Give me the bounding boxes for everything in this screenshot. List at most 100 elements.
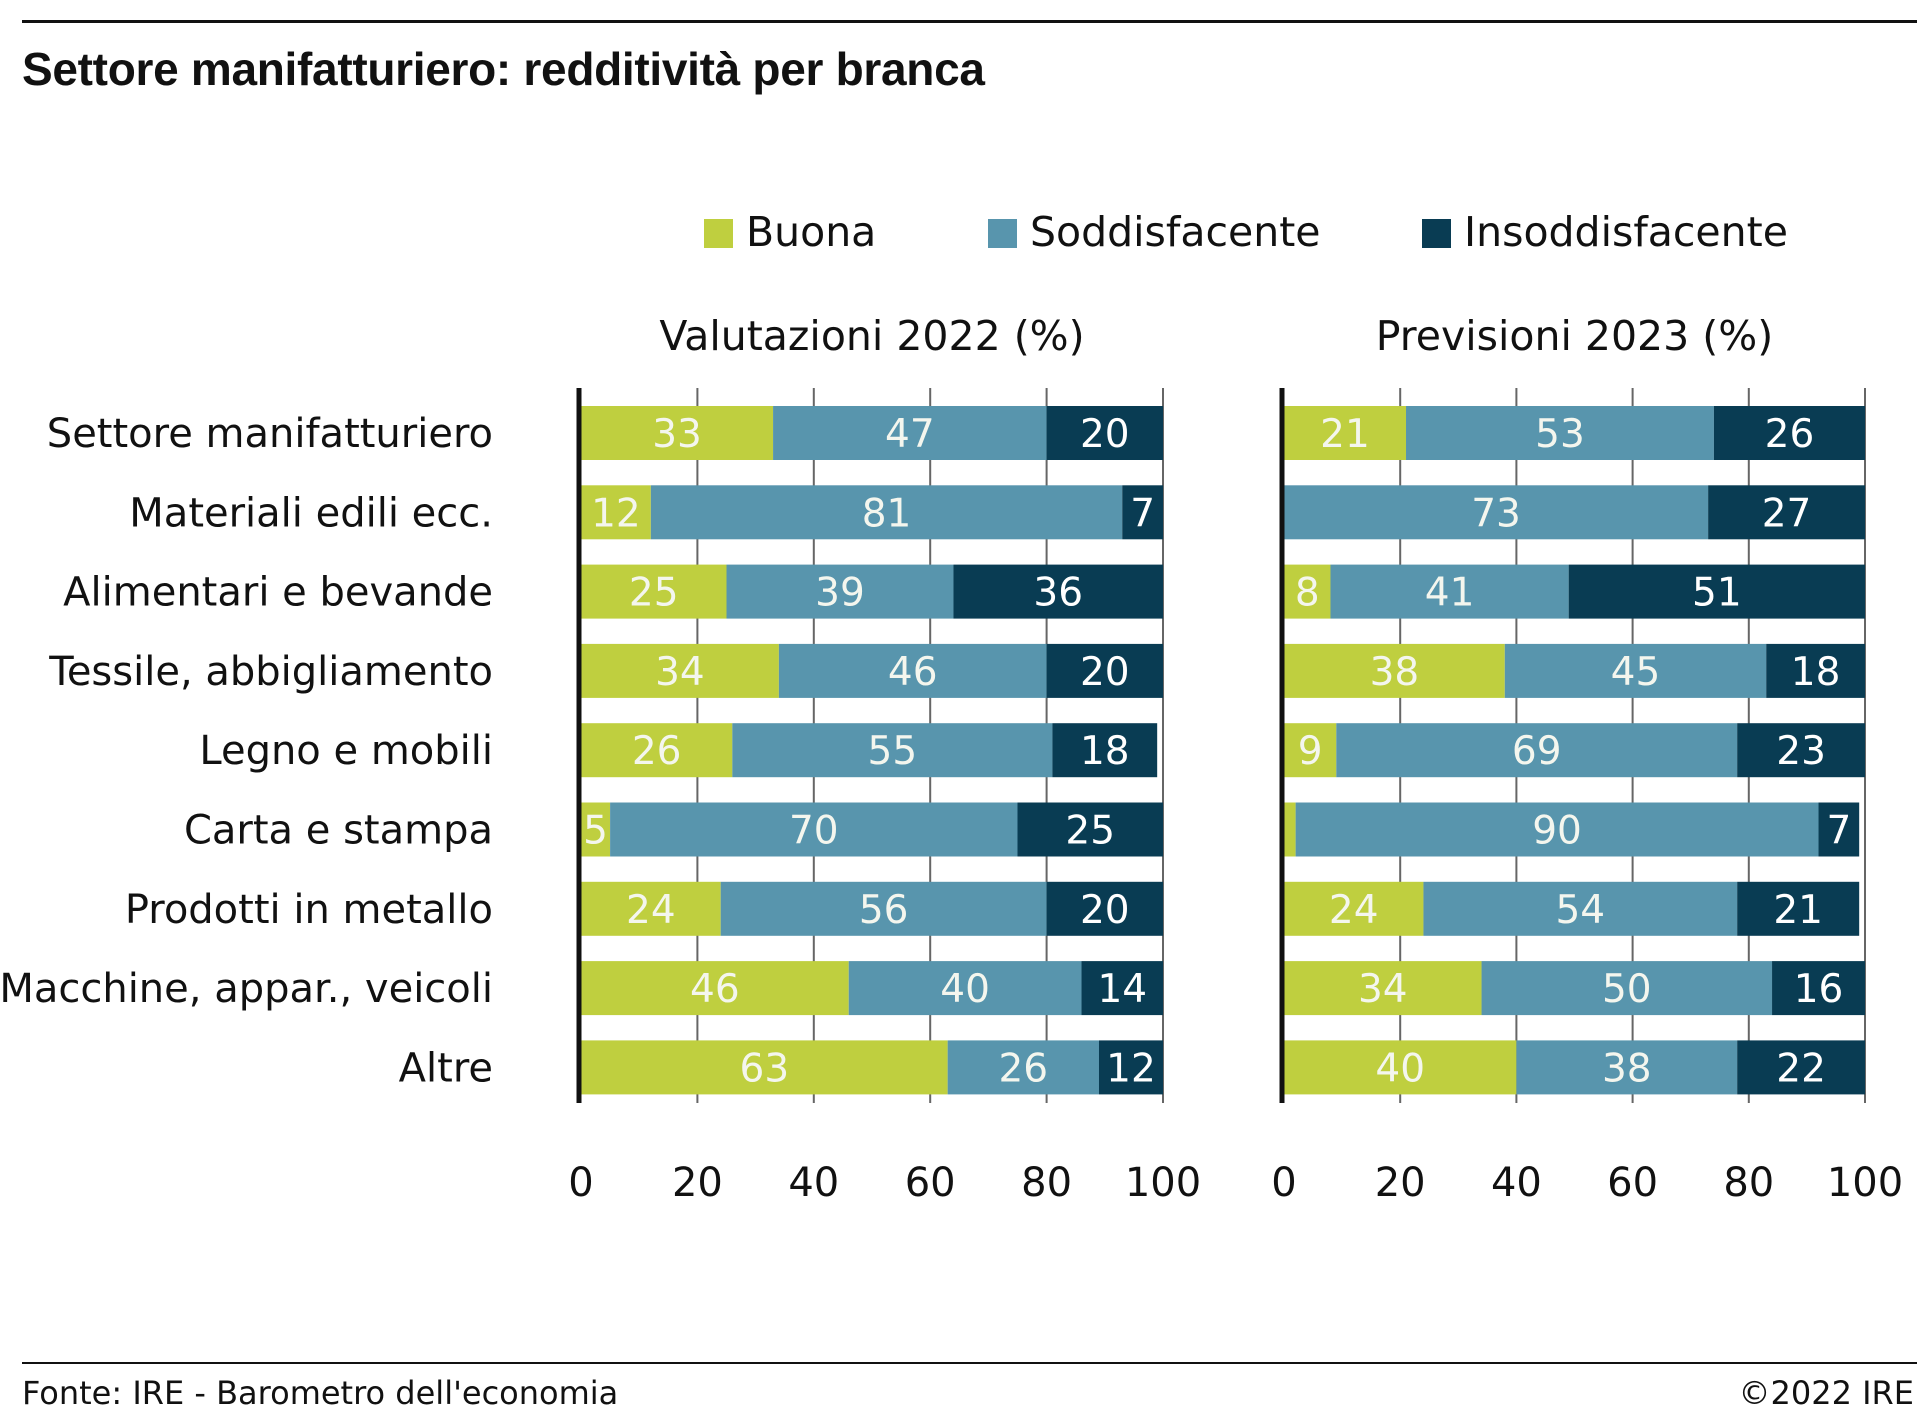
tick-label-p2-20: 20: [1375, 1160, 1426, 1206]
footer-source: Fonte: IRE - Barometro dell'economia: [22, 1374, 619, 1412]
bar-p1-insoddisfacente-6: [1017, 802, 1163, 857]
bar-p1-buona-7: [581, 881, 721, 936]
legend-swatch-soddisfacente: [988, 219, 1017, 248]
data-label-p1-soddisfacente-2: 81: [862, 491, 912, 536]
bar-p1-soddisfacente-6: [610, 802, 1018, 857]
chart-title: Settore manifatturiero: redditività per …: [22, 43, 985, 95]
bar-p2-buona-7: [1284, 881, 1424, 936]
bar-p1-insoddisfacente-7: [1046, 881, 1163, 936]
bar-p2-soddisfacente-1: [1406, 406, 1714, 460]
category-label-tessile-abbigliamento: Tessile, abbigliamento: [48, 649, 493, 695]
data-label-p2-buona-5: 9: [1298, 729, 1323, 774]
tick-label-p2-100: 100: [1827, 1160, 1903, 1206]
data-label-p1-insoddisfacente-1: 20: [1080, 412, 1130, 457]
data-label-p1-soddisfacente-5: 55: [868, 729, 918, 774]
bar-p1-insoddisfacente-2: [1122, 485, 1163, 540]
data-label-p2-insoddisfacente-2: 27: [1762, 491, 1812, 536]
legend-label-insoddisfacente: Insoddisfacente: [1464, 208, 1788, 256]
data-label-p1-buona-7: 24: [626, 888, 676, 933]
data-label-p2-soddisfacente-6: 90: [1532, 809, 1582, 854]
legend-swatch-insoddisfacente: [1422, 219, 1451, 248]
tick-label-p1-60: 60: [905, 1160, 956, 1206]
bar-p2-insoddisfacente-3: [1568, 564, 1865, 619]
data-label-p2-soddisfacente-3: 41: [1425, 571, 1475, 616]
data-label-p2-soddisfacente-8: 50: [1602, 967, 1652, 1012]
bar-p2-buona-9: [1284, 1040, 1517, 1095]
bar-p1-buona-9: [581, 1040, 948, 1095]
bar-p2-soddisfacente-9: [1516, 1040, 1738, 1095]
data-label-p2-insoddisfacente-4: 18: [1791, 650, 1841, 695]
tick-label-p1-80: 80: [1021, 1160, 1072, 1206]
bar-p2-insoddisfacente-9: [1737, 1040, 1865, 1095]
bar-p1-buona-2: [581, 485, 651, 540]
tick-label-p2-80: 80: [1723, 1160, 1774, 1206]
panel-title-1: Valutazioni 2022 (%): [659, 312, 1084, 360]
bar-p1-soddisfacente-3: [726, 564, 954, 619]
category-label-prodotti-in-metallo: Prodotti in metallo: [125, 887, 493, 933]
bar-p1-buona-5: [581, 723, 733, 778]
category-label-alimentari-e-bevande: Alimentari e bevande: [63, 570, 493, 616]
data-label-p1-buona-6: 5: [583, 809, 608, 854]
data-label-p1-soddisfacente-9: 26: [998, 1046, 1048, 1091]
bar-p1-soddisfacente-9: [947, 1040, 1099, 1095]
data-label-p1-insoddisfacente-8: 14: [1097, 967, 1147, 1012]
data-label-p1-soddisfacente-1: 47: [885, 412, 935, 457]
bar-p1-buona-6: [581, 802, 611, 857]
data-label-p2-buona-1: 21: [1320, 412, 1370, 457]
bar-p1-insoddisfacente-5: [1052, 723, 1158, 778]
bar-p2-insoddisfacente-6: [1818, 802, 1860, 857]
data-label-p1-insoddisfacente-3: 36: [1033, 571, 1083, 616]
bar-p2-soddisfacente-4: [1504, 643, 1767, 698]
bar-p1-buona-1: [581, 406, 774, 460]
category-label-carta-e-stampa: Carta e stampa: [184, 808, 493, 854]
bar-p2-insoddisfacente-1: [1713, 406, 1865, 460]
legend-label-buona: Buona: [746, 208, 876, 256]
category-label-settore-manifatturiero: Settore manifatturiero: [47, 411, 493, 457]
bar-p1-insoddisfacente-1: [1046, 406, 1163, 460]
bar-p1-soddisfacente-7: [720, 881, 1047, 936]
bar-p1-insoddisfacente-9: [1098, 1040, 1163, 1095]
data-label-p2-soddisfacente-5: 69: [1512, 729, 1562, 774]
data-label-p1-buona-3: 25: [629, 571, 679, 616]
data-label-p1-insoddisfacente-5: 18: [1080, 729, 1130, 774]
bar-p2-insoddisfacente-5: [1737, 723, 1865, 778]
data-label-p1-buona-1: 33: [652, 412, 702, 457]
data-label-p1-soddisfacente-4: 46: [888, 650, 938, 695]
bar-p1-insoddisfacente-8: [1081, 961, 1163, 1016]
bar-p1-soddisfacente-8: [848, 961, 1082, 1016]
bar-p1-buona-8: [581, 961, 849, 1016]
tick-label-p1-100: 100: [1125, 1160, 1201, 1206]
category-label-macchine-appar-veicoli: Macchine, appar., veicoli: [0, 966, 493, 1012]
bar-p2-insoddisfacente-2: [1708, 485, 1865, 540]
tick-label-p2-60: 60: [1607, 1160, 1658, 1206]
footer-copyright: ©2022 IRE: [1738, 1374, 1915, 1412]
bar-p2-soddisfacente-2: [1284, 485, 1709, 540]
panel-title-2: Previsioni 2023 (%): [1376, 312, 1773, 360]
data-label-p1-insoddisfacente-7: 20: [1080, 888, 1130, 933]
bar-p2-buona-5: [1284, 723, 1337, 778]
bar-p1-insoddisfacente-4: [1046, 643, 1163, 698]
data-label-p2-insoddisfacente-3: 51: [1692, 571, 1742, 616]
data-label-p1-buona-2: 12: [591, 491, 641, 536]
data-label-p2-insoddisfacente-1: 26: [1765, 412, 1815, 457]
data-label-p2-soddisfacente-7: 54: [1555, 888, 1605, 933]
tick-label-p2-40: 40: [1491, 1160, 1542, 1206]
bar-p1-insoddisfacente-3: [953, 564, 1163, 619]
tick-label-p1-0: 0: [568, 1160, 593, 1206]
data-label-p2-buona-9: 40: [1375, 1046, 1425, 1091]
tick-label-p1-20: 20: [672, 1160, 723, 1206]
data-label-p1-buona-5: 26: [632, 729, 682, 774]
data-label-p1-insoddisfacente-6: 25: [1065, 809, 1115, 854]
bar-p2-buona-3: [1284, 564, 1331, 619]
data-label-p2-insoddisfacente-8: 16: [1794, 967, 1844, 1012]
data-label-p1-soddisfacente-8: 40: [940, 967, 990, 1012]
bar-p2-insoddisfacente-8: [1772, 961, 1865, 1016]
bar-p2-soddisfacente-5: [1336, 723, 1738, 778]
data-label-p2-insoddisfacente-5: 23: [1776, 729, 1826, 774]
data-label-p2-insoddisfacente-7: 21: [1773, 888, 1823, 933]
tick-label-p1-40: 40: [788, 1160, 839, 1206]
category-label-legno-e-mobili: Legno e mobili: [199, 728, 493, 774]
tick-label-p2-0: 0: [1271, 1160, 1296, 1206]
top-rule: [22, 20, 1917, 23]
bar-p2-insoddisfacente-4: [1766, 643, 1865, 698]
